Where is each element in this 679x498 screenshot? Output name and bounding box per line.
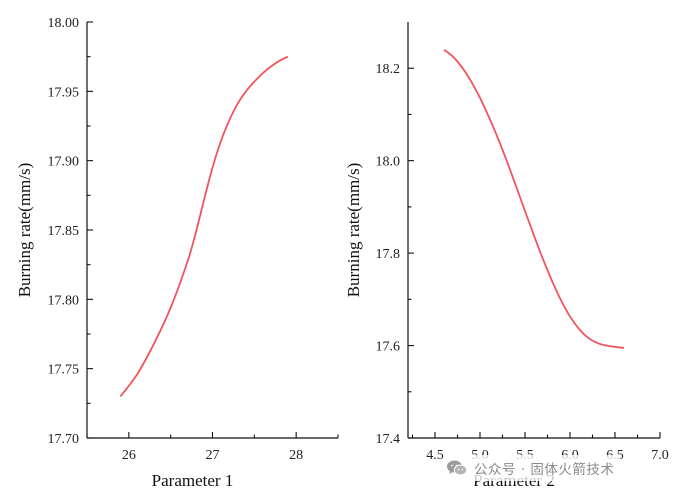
y-tick-label: 18.2 (376, 62, 401, 77)
x-tick-label: 26 (122, 448, 136, 463)
y-axis-title: Burning rate(mm/s) (15, 163, 34, 298)
y-tick-label: 18.00 (48, 16, 80, 31)
y-tick-label: 17.80 (48, 293, 80, 308)
y-tick-label: 17.8 (376, 247, 401, 262)
watermark: 公众号 · 固体火箭技术 (444, 455, 621, 481)
x-tick-label: 28 (289, 448, 303, 463)
series-line (119, 55, 289, 397)
x-tick-label: 27 (206, 448, 220, 463)
wechat-icon (447, 460, 468, 476)
y-axis-title: Burning rate(mm/s) (344, 163, 363, 298)
series-line (443, 49, 625, 349)
y-tick-label: 17.6 (376, 340, 401, 355)
y-tick-label: 17.85 (48, 224, 80, 239)
x-axis-title: Parameter 1 (152, 471, 234, 490)
y-tick-label: 17.75 (48, 363, 80, 378)
x-tick-label: 7.0 (651, 448, 669, 463)
y-tick-label: 17.90 (48, 155, 80, 170)
y-tick-label: 18.0 (376, 155, 401, 170)
chart-panel-2: 17.417.617.818.018.24.55.05.56.06.57.0Pa… (344, 22, 669, 490)
y-tick-label: 17.4 (376, 432, 401, 447)
y-tick-label: 17.70 (48, 432, 80, 447)
x-tick-label: 4.5 (426, 448, 444, 463)
y-tick-label: 17.95 (48, 85, 80, 100)
watermark-text: 公众号 · 固体火箭技术 (474, 462, 615, 478)
chart-panel-1: 17.70 17.75 17.80 17.85 17.90 17.95 18.00 26 27 2… (15, 16, 339, 490)
